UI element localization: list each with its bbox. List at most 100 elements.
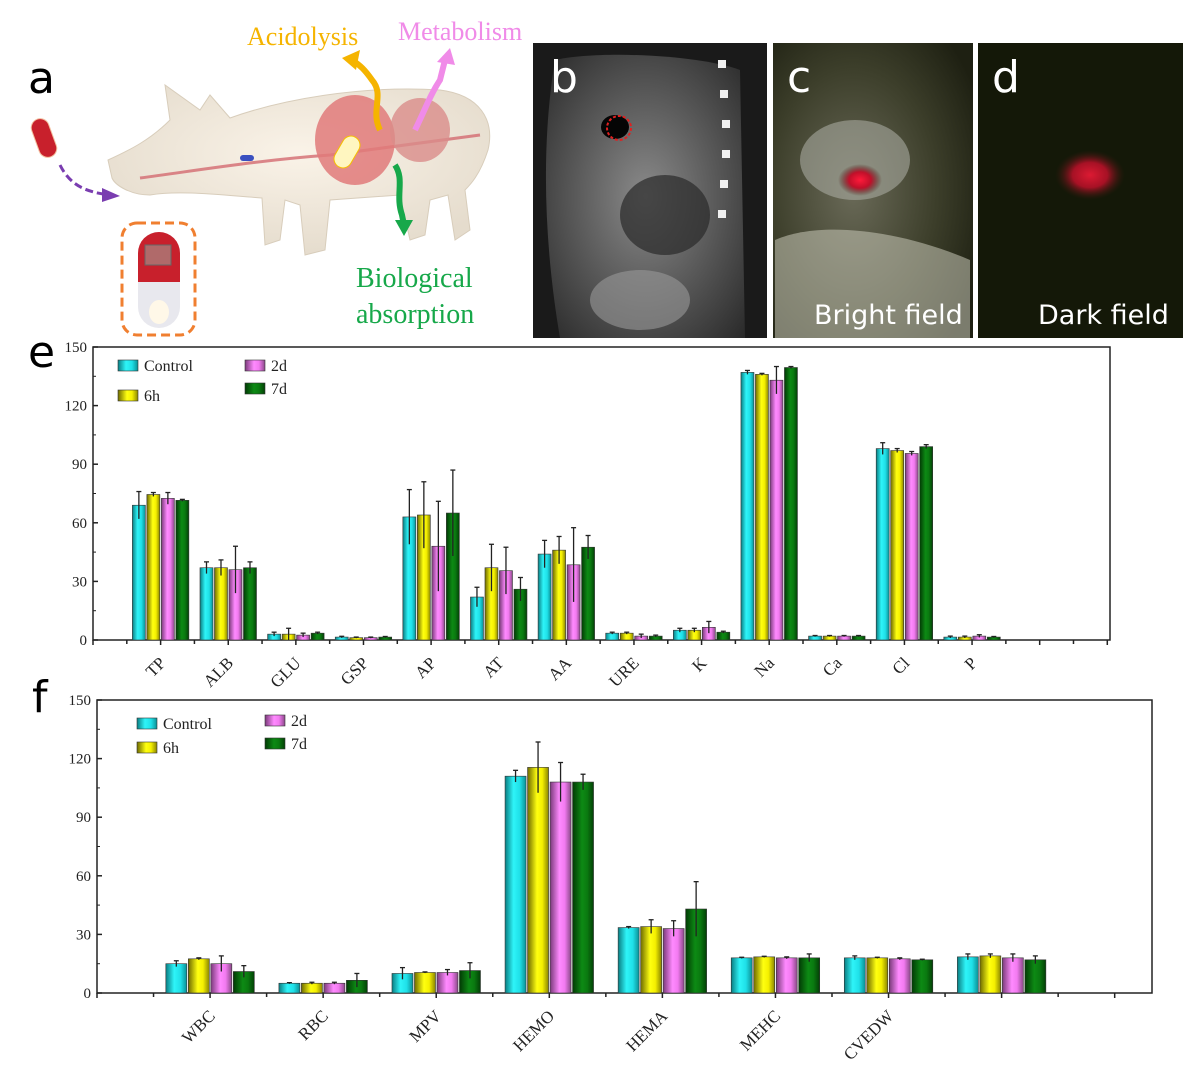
legend-swatch xyxy=(264,714,286,727)
bar-wbc-control xyxy=(165,963,188,994)
legend-item-control: Control xyxy=(117,358,193,375)
legend-item-6h: 6h xyxy=(117,388,160,405)
y-tick-label: 150 xyxy=(65,340,88,356)
x-category-label: GLU xyxy=(267,653,305,691)
y-tick-label: 90 xyxy=(72,457,87,473)
bar-tp-7d xyxy=(175,500,190,641)
chart-f-hematology: 0 30 60 90 120 150 WBC RBC MPV HEMO HEMA MEHC CVEDW C… xyxy=(69,693,1153,1064)
x-category-label: WBC xyxy=(178,1006,219,1047)
legend-item-2d: 2d xyxy=(264,713,307,730)
bar-mpv-6h xyxy=(414,972,436,994)
bar-mehc-6h xyxy=(753,956,776,994)
legend-label: 2d xyxy=(291,713,307,730)
chart-e-biochemistry: 0 30 60 90 120 150 TP ALB GLU GSP AP AT AA URE K Na Ca Cl… xyxy=(65,340,1111,692)
x-category-label: MEHC xyxy=(736,1006,784,1054)
x-category-label: URE xyxy=(605,653,642,690)
y-tick-label: 0 xyxy=(80,633,88,649)
panel-label-f: f xyxy=(32,672,49,723)
bar-tp-2d xyxy=(161,498,175,641)
acidolysis-arrow xyxy=(350,57,383,132)
bar-na-control xyxy=(740,372,755,641)
capsule-detail-box xyxy=(120,221,197,337)
x-category-label: Cl xyxy=(888,653,913,678)
bar-aa-7d xyxy=(581,546,595,641)
bar-alb-control xyxy=(199,567,214,641)
y-tick-label: 120 xyxy=(65,399,88,415)
legend-item-2d: 2d xyxy=(244,358,287,375)
label-acidolysis: Acidolysis xyxy=(247,22,358,51)
bar-rbc-2d xyxy=(323,982,346,994)
x-category-label: TP xyxy=(142,653,169,680)
bar-cl-2d xyxy=(904,453,919,641)
y-tick-label: 30 xyxy=(76,927,91,943)
legend-swatch xyxy=(244,359,266,372)
label-metabolism: Metabolism xyxy=(398,17,522,46)
legend-label: Control xyxy=(144,358,193,375)
bar-mehc-7d xyxy=(798,957,821,994)
capsule-marker-circle xyxy=(606,115,632,141)
caption-dark-field: Dark field xyxy=(1038,300,1169,331)
bar-hemo-2d xyxy=(549,781,572,994)
legend-item-7d: 7d xyxy=(244,381,287,398)
label-absorption: absorption xyxy=(356,299,474,330)
pig-illustration xyxy=(107,83,491,256)
intestine-shape xyxy=(390,98,450,162)
metabolism-arrow xyxy=(412,59,448,132)
bar-cvedw-control xyxy=(843,957,866,994)
bar-na-7d xyxy=(784,367,798,641)
legend-label: 6h xyxy=(163,740,179,757)
panel-label-c: c xyxy=(787,52,811,103)
bar-tp-control xyxy=(132,504,146,641)
bar-na-6h xyxy=(755,374,769,641)
bar-unlabeled-6h xyxy=(979,955,1002,994)
x-category-label: Ca xyxy=(819,653,846,680)
bar-rbc-6h xyxy=(301,982,323,994)
bar-hema-2d xyxy=(662,928,685,994)
x-category-label: HEMA xyxy=(622,1006,671,1055)
bar-unlabeled-2d xyxy=(1002,957,1024,994)
bar-cvedw-6h xyxy=(866,957,889,994)
legend-label: 6h xyxy=(144,388,160,405)
bar-hema-control xyxy=(617,927,640,994)
y-tick-label: 150 xyxy=(69,693,92,709)
y-tick-label: 60 xyxy=(76,869,91,885)
y-tick-label: 0 xyxy=(84,986,92,1002)
panel-a-illustration: a Acidolysis Metabolism Biological absor… xyxy=(28,17,522,337)
legend-label: 7d xyxy=(291,736,307,753)
bar-unlabeled-7d xyxy=(1024,959,1047,994)
legend-swatch xyxy=(117,359,139,372)
legend-swatch xyxy=(136,717,158,730)
x-category-label: Na xyxy=(751,653,779,681)
led-bulb-icon xyxy=(149,300,169,324)
x-category-label: K xyxy=(688,653,711,676)
bar-cl-7d xyxy=(919,446,933,641)
bar-mpv-2d xyxy=(436,972,459,994)
legend-label: 2d xyxy=(271,358,287,375)
x-category-label: MPV xyxy=(406,1006,446,1046)
x-category-label: P xyxy=(961,653,981,673)
legend-swatch xyxy=(117,389,139,402)
bar-ure-6h xyxy=(619,632,634,641)
legend-label: Control xyxy=(163,716,212,733)
y-tick-label: 90 xyxy=(76,810,91,826)
x-category-label: HEMO xyxy=(509,1006,558,1055)
legend-label: 7d xyxy=(271,381,287,398)
capsule-in-esophagus xyxy=(240,155,254,161)
bar-rbc-control xyxy=(278,982,301,994)
bar-tp-6h xyxy=(146,494,161,641)
bar-hemo-7d xyxy=(572,781,594,994)
legend-swatch xyxy=(264,737,286,750)
x-category-label: AA xyxy=(544,653,575,684)
y-tick-label: 30 xyxy=(72,574,87,590)
bar-mehc-control xyxy=(730,957,753,994)
panel-b-ct-image: b xyxy=(533,43,767,338)
x-category-label: AT xyxy=(479,653,508,682)
absorption-arrow xyxy=(392,163,407,226)
y-tick-label: 60 xyxy=(72,516,87,532)
bar-alb-7d xyxy=(243,567,257,641)
caption-bright-field: Bright field xyxy=(814,300,963,331)
bar-hema-6h xyxy=(640,926,662,994)
bar-na-2d xyxy=(769,379,784,641)
bar-k-7d xyxy=(716,631,731,641)
